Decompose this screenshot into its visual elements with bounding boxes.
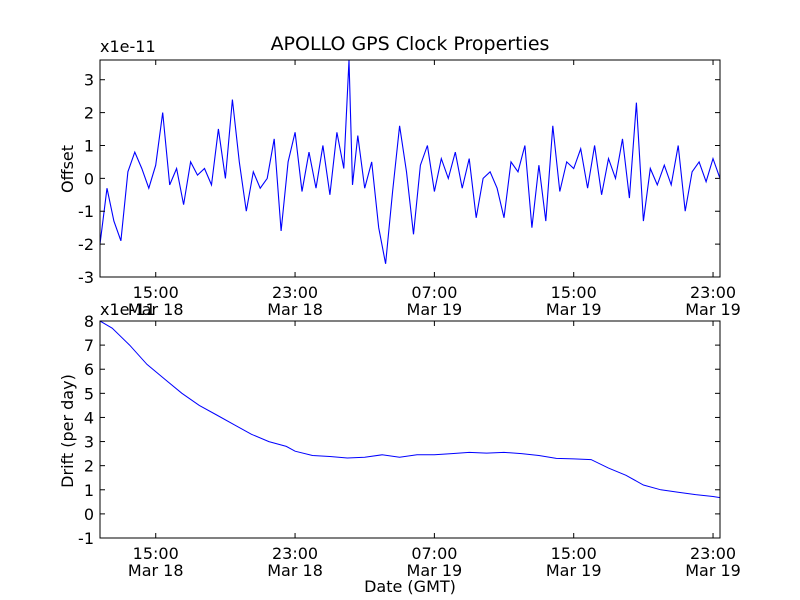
offset-y-tick-label: 1 [84,136,94,155]
drift-y-tick-label: 1 [84,481,94,500]
offset-x-tick-time-label: 23:00 [272,283,318,302]
drift-multiplier: x1e-11 [100,300,156,319]
drift-y-axis-label: Drift (per day) [58,374,77,488]
drift-x-tick-time-label: 23:00 [272,544,318,563]
drift-x-tick-time-label: 23:00 [690,544,736,563]
drift-y-ticks: -1 0 1 2 3 4 5 6 7 8 [78,312,720,548]
offset-y-tick-label: 3 [84,71,94,90]
offset-plot-area [99,59,721,278]
drift-axes-frame [99,320,721,539]
drift-x-tick-time-label: 15:00 [133,544,179,563]
offset-axes-frame [99,59,721,278]
drift-y-tick-label: 3 [84,433,94,452]
drift-x-tick-date-label: Mar 19 [685,561,741,580]
offset-y-tick-label: 2 [84,104,94,123]
offset-x-tick-date-label: Mar 19 [546,300,602,319]
drift-y-tick-label: 4 [84,408,94,427]
offset-x-tick-date-label: Mar 18 [267,300,323,319]
offset-y-tick-label: 0 [84,169,94,188]
drift-y-tick-label: 7 [84,336,94,355]
drift-plot-area [99,320,721,539]
drift-x-tick-time-label: 07:00 [411,544,457,563]
offset-x-tick-time-label: 15:00 [133,283,179,302]
drift-series-line [100,321,720,499]
drift-y-tick-label: 5 [84,384,94,403]
offset-multiplier: x1e-11 [100,37,156,56]
drift-x-tick-time-label: 15:00 [551,544,597,563]
drift-x-tick-date-label: Mar 18 [128,561,184,580]
offset-y-tick-label: -3 [78,268,94,287]
drift-x-tick-date-label: Mar 19 [407,561,463,580]
offset-x-tick-time-label: 15:00 [551,283,597,302]
drift-y-tick-label: 8 [84,312,94,331]
offset-y-tick-label: -2 [78,235,94,254]
drift-x-tick-date-label: Mar 19 [546,561,602,580]
offset-x-tick-time-label: 07:00 [411,283,457,302]
offset-x-tick-date-label: Mar 19 [685,300,741,319]
offset-y-tick-label: -1 [78,202,94,221]
offset-y-axis-label: Offset [58,145,77,193]
offset-x-tick-date-label: Mar 19 [407,300,463,319]
x-axis-label: Date (GMT) [364,577,456,596]
offset-x-tick-date-label: Mar 18 [128,300,184,319]
drift-y-tick-label: 0 [84,505,94,524]
offset-y-ticks: -3 -2 -1 0 1 2 3 [78,71,720,287]
drift-y-tick-label: -1 [78,529,94,548]
chart-title: APOLLO GPS Clock Properties [271,33,550,55]
drift-x-tick-date-label: Mar 18 [267,561,323,580]
drift-y-tick-label: 2 [84,457,94,476]
offset-series-line [100,60,720,264]
offset-x-tick-time-label: 23:00 [690,283,736,302]
drift-y-tick-label: 6 [84,360,94,379]
